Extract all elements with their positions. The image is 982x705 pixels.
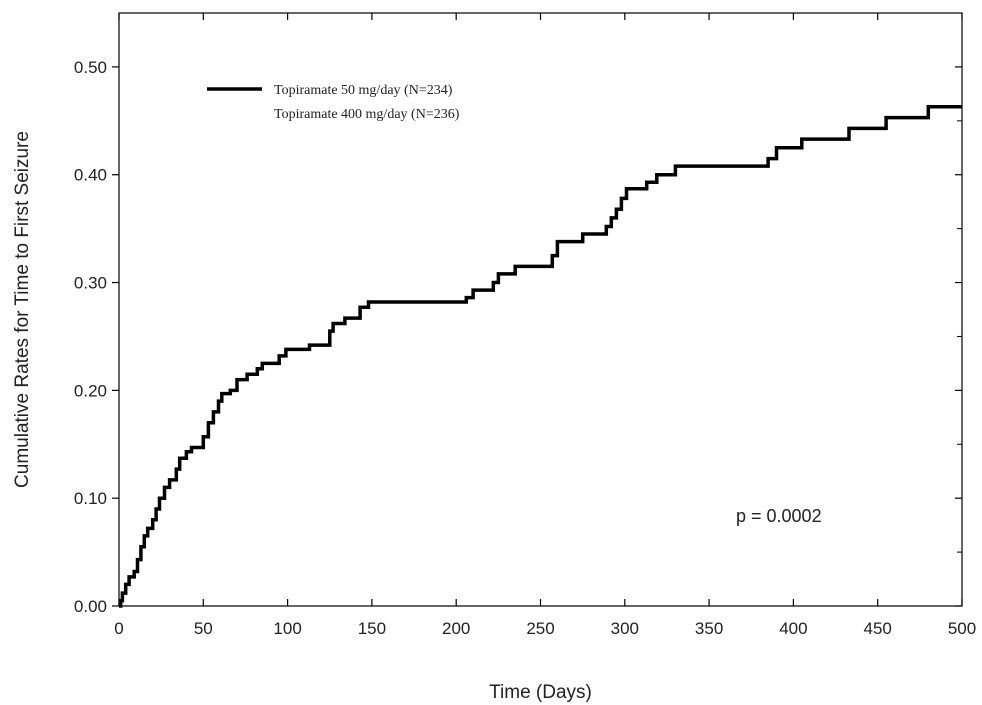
y-axis-title: Cumulative Rates for Time to First Seizu…	[12, 131, 33, 488]
legend-entry-topiramate-400: Topiramate 400 mg/day (N=236)	[274, 107, 460, 122]
legend: Topiramate 50 mg/day (N=234) Topiramate …	[207, 83, 460, 122]
y-tick-label: 0.50	[74, 58, 107, 77]
y-tick-label: 0.10	[74, 489, 107, 508]
y-tick-label: 0.20	[74, 381, 107, 400]
x-tick-label: 200	[442, 619, 470, 638]
p-value-annotation: p = 0.0002	[736, 506, 822, 526]
x-tick-label: 400	[779, 619, 807, 638]
x-axis-title: Time (Days)	[489, 682, 592, 703]
series-line-topiramate-50	[118, 105, 962, 608]
y-tick-label: 0.40	[74, 166, 107, 185]
x-tick-label: 500	[948, 619, 976, 638]
x-tick-label: 450	[864, 619, 892, 638]
legend-entry-topiramate-50: Topiramate 50 mg/day (N=234)	[274, 83, 453, 98]
x-tick-label: 0	[114, 619, 123, 638]
x-tick-label: 350	[695, 619, 723, 638]
x-tick-label: 250	[526, 619, 554, 638]
y-tick-label: 0.00	[74, 597, 107, 616]
x-tick-label: 150	[358, 619, 386, 638]
plot-area	[112, 12, 963, 608]
x-tick-label: 300	[611, 619, 639, 638]
x-tick-label: 100	[273, 619, 301, 638]
axis-ticks	[112, 12, 963, 607]
x-tick-label: 50	[194, 619, 213, 638]
y-tick-label: 0.30	[74, 274, 107, 293]
